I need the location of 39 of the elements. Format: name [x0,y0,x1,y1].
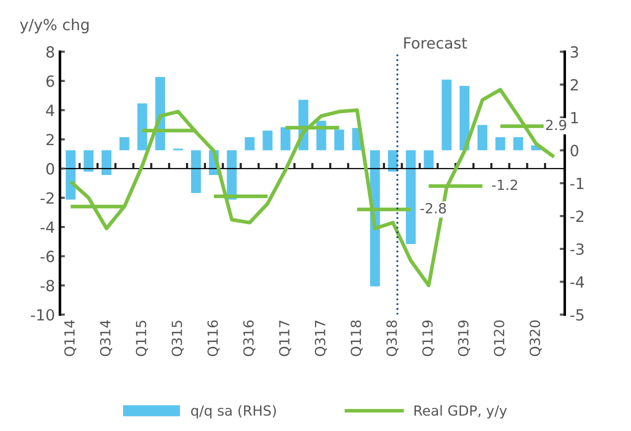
y-tick-label: -8 [40,280,54,292]
y-axis-title: y/y% chg [20,18,89,34]
y-tick-label: 2 [46,134,54,146]
y-tick-label: 4 [46,104,54,116]
x-tick-label: Q114 [64,320,76,356]
x-tick-label: Q316 [243,320,256,356]
x-tick-label: Q117 [279,320,292,356]
y2-tick-label: -3 [570,243,584,255]
y2-tick-label: -1 [570,178,584,189]
data-label: -1.2 [492,180,518,190]
legend-label: q/q sa (RHS) [191,405,276,418]
y-tick-label: 8 [46,46,54,58]
ref-line-label: Forecast [404,37,468,49]
x-tick-label: Q120 [494,320,506,356]
y-tick-label: -4 [40,222,54,233]
y2-tick-label: 3 [570,46,578,58]
y2-tick-label: -2 [570,210,584,222]
y-tick-label: 6 [46,75,54,87]
y2-tick-label: -5 [570,309,584,321]
x-tick-label: Q315 [172,320,184,356]
legend-label: Real GDP, y/y [414,405,507,418]
x-tick-label: Q317 [314,320,327,356]
x-tick-label: Q119 [422,320,434,356]
x-tick-label: Q118 [350,320,363,356]
x-tick-label: Q320 [530,320,542,356]
y2-tick-label: 0 [570,144,578,156]
y2-tick-label: -4 [570,276,584,288]
y2-tick-label: 1 [571,112,578,124]
x-tick-label: Q318 [386,320,399,356]
y-tick-label: -2 [40,192,54,204]
y2-tick-label: 2 [570,79,578,90]
y-tick-label: -10 [30,309,54,321]
x-tick-label: Q314 [100,320,112,356]
x-tick-label: Q115 [136,320,148,356]
x-tick-label: Q116 [207,320,220,356]
y-tick-label: 0 [46,163,54,175]
data-label: -2.8 [420,202,446,214]
x-tick-label: Q319 [458,320,470,356]
y-tick-label: -6 [40,250,54,262]
